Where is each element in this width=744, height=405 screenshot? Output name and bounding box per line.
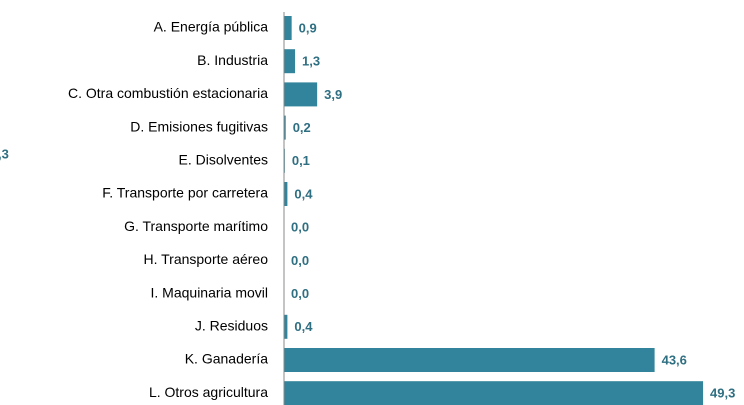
bar — [284, 49, 296, 74]
value-label: 43,6 — [662, 352, 687, 367]
value-label: 0,2 — [293, 120, 311, 135]
value-label: 0,4 — [294, 319, 313, 334]
annotation: ,3 — [0, 146, 9, 161]
category-label: G. Transporte marítimo — [124, 218, 268, 234]
category-label: E. Disolventes — [179, 152, 268, 168]
value-label: 49,3 — [710, 386, 735, 401]
category-label: K. Ganadería — [185, 351, 268, 367]
bar — [284, 182, 288, 206]
bar — [284, 348, 655, 372]
category-label: A. Energía pública — [154, 19, 269, 35]
value-label: 0,0 — [291, 253, 309, 268]
category-label: I. Maquinaria movil — [151, 284, 269, 300]
value-label: 1,3 — [302, 54, 320, 69]
value-label: 0,9 — [299, 20, 317, 35]
bar — [284, 82, 318, 107]
value-label: 0,0 — [291, 286, 309, 301]
category-label: C. Otra combustión estacionaria — [68, 85, 268, 101]
category-label: L. Otros agricultura — [149, 384, 268, 400]
value-label: 3,9 — [324, 87, 342, 102]
category-label: D. Emisiones fugitivas — [130, 118, 268, 134]
bar — [284, 115, 286, 140]
value-label: 0,1 — [292, 153, 310, 168]
bar — [284, 381, 704, 405]
value-label: 0,4 — [294, 186, 313, 201]
value-label: 0,0 — [291, 220, 309, 235]
bar — [284, 16, 292, 40]
category-label: H. Transporte aéreo — [143, 251, 268, 267]
category-label: F. Transporte por carretera — [102, 185, 268, 201]
bar — [284, 314, 288, 339]
category-label: J. Residuos — [195, 318, 268, 334]
category-label: B. Industria — [197, 52, 268, 68]
